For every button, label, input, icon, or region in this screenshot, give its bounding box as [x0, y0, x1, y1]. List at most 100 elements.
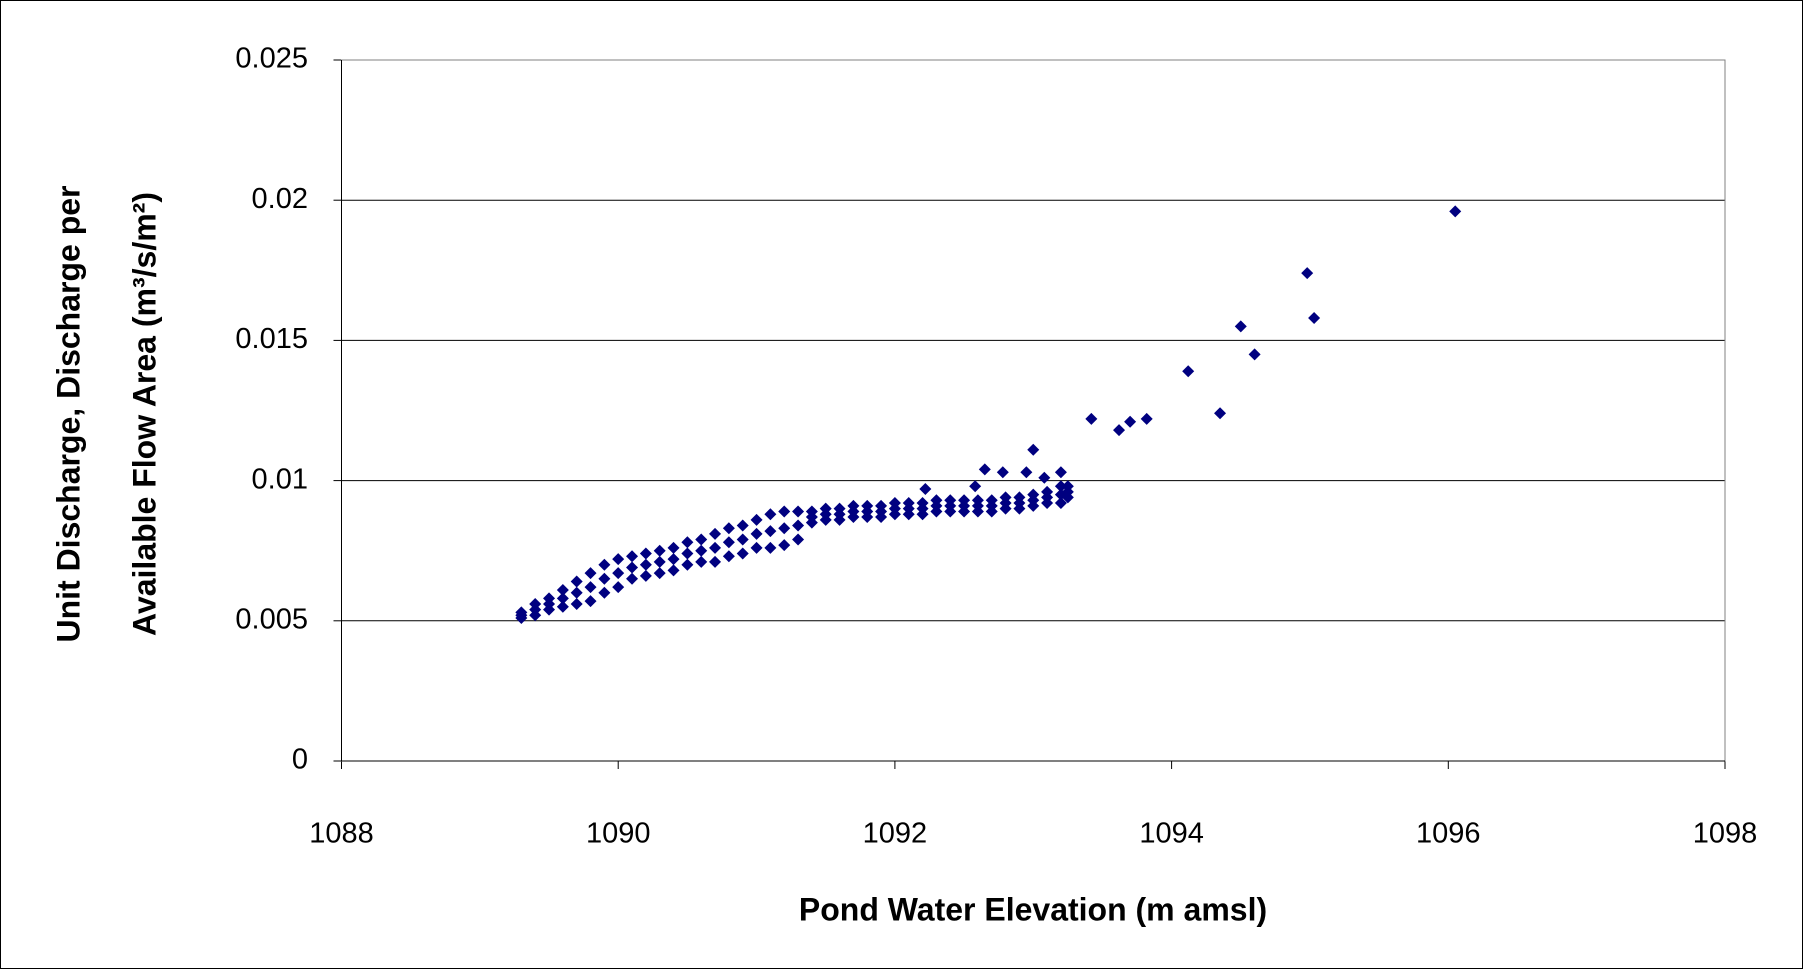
point [736, 519, 749, 532]
point [916, 497, 929, 510]
point [1214, 407, 1227, 420]
point [667, 541, 680, 554]
point [556, 592, 569, 605]
point [1140, 412, 1153, 425]
point [556, 583, 569, 596]
y-axis-title: Available Flow Area (m³/s/m²) [126, 192, 162, 636]
point [978, 463, 991, 476]
point [805, 505, 818, 518]
x-tick-label: 1096 [1416, 818, 1481, 850]
point [969, 480, 982, 493]
point [919, 483, 932, 496]
point [764, 525, 777, 538]
point [681, 558, 694, 571]
point [653, 544, 666, 557]
point [888, 497, 901, 510]
point [736, 547, 749, 560]
point [833, 502, 846, 515]
point [778, 505, 791, 518]
point [999, 491, 1012, 504]
y-tick-label: 0 [292, 744, 308, 776]
point [861, 499, 874, 512]
point [1234, 320, 1247, 333]
point [639, 547, 652, 560]
point [584, 595, 597, 608]
point [681, 536, 694, 549]
point [515, 606, 528, 619]
point [598, 572, 611, 585]
y-tick-label: 0.02 [252, 183, 308, 215]
point [750, 541, 763, 554]
point [778, 539, 791, 552]
x-tick-label: 1090 [586, 818, 651, 850]
point [778, 522, 791, 535]
point [653, 567, 666, 580]
point [722, 550, 735, 563]
point [1061, 480, 1074, 493]
y-tick-label: 0.005 [235, 603, 308, 635]
point [570, 575, 583, 588]
x-axis-title: Pond Water Elevation (m amsl) [799, 891, 1267, 927]
point [930, 494, 943, 507]
point [958, 494, 971, 507]
point [584, 567, 597, 580]
point [764, 508, 777, 521]
point [639, 569, 652, 582]
point [612, 553, 625, 566]
point [750, 527, 763, 540]
point [681, 547, 694, 560]
y-axis-title: Unit Discharge, Discharge per [50, 185, 86, 642]
point [598, 586, 611, 599]
point [819, 502, 832, 515]
y-tick-label: 0.01 [252, 463, 308, 495]
point [1182, 365, 1195, 378]
point [985, 494, 998, 507]
point [543, 592, 556, 605]
point [1020, 466, 1033, 479]
point [875, 499, 888, 512]
x-tick-label: 1094 [1139, 818, 1204, 850]
point [1027, 443, 1040, 456]
point [584, 581, 597, 594]
point [971, 494, 984, 507]
y-tick-label: 0.015 [235, 323, 308, 355]
point [695, 555, 708, 568]
point [1085, 412, 1098, 425]
point [1054, 466, 1067, 479]
point [556, 600, 569, 613]
point [902, 497, 915, 510]
x-tick-label: 1092 [863, 818, 928, 850]
point [709, 541, 722, 554]
point [667, 553, 680, 566]
point [598, 558, 611, 571]
point [709, 555, 722, 568]
point [612, 567, 625, 580]
point [667, 564, 680, 577]
y-tick-label: 0.025 [235, 43, 308, 75]
point [1027, 488, 1040, 501]
point [626, 550, 639, 563]
point [722, 536, 735, 549]
point [1038, 471, 1051, 484]
point [1124, 415, 1137, 428]
point [944, 494, 957, 507]
point [709, 527, 722, 540]
point [695, 544, 708, 557]
point [764, 541, 777, 554]
point [529, 597, 542, 610]
point [1041, 485, 1054, 498]
point [1013, 491, 1026, 504]
point [639, 558, 652, 571]
point [570, 597, 583, 610]
point [695, 533, 708, 546]
point [996, 466, 1009, 479]
point [792, 533, 805, 546]
point [1449, 205, 1462, 218]
point [750, 513, 763, 526]
point [653, 555, 666, 568]
point [626, 561, 639, 574]
point [847, 499, 860, 512]
point [792, 519, 805, 532]
x-tick-label: 1098 [1693, 818, 1758, 850]
